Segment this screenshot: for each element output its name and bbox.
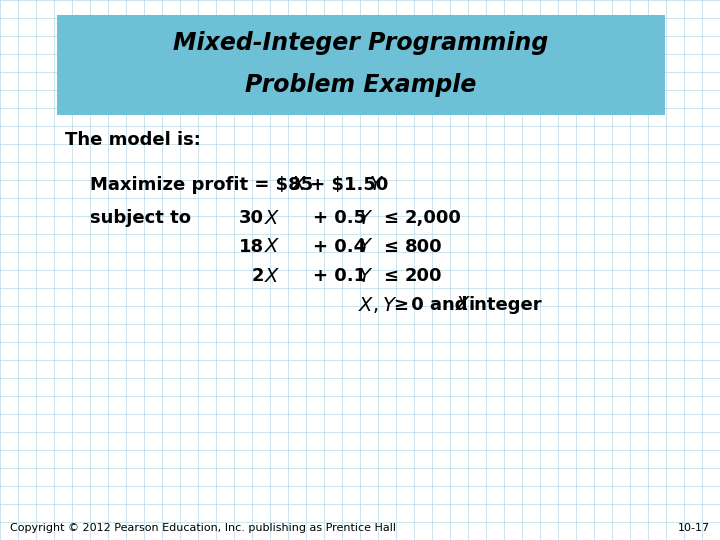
Text: $\mathit{X}$: $\mathit{X}$ (264, 238, 281, 256)
Text: integer: integer (468, 296, 541, 314)
Text: $\mathit{X}$: $\mathit{X}$ (264, 208, 281, 227)
Text: $\mathit{X}$: $\mathit{X}$ (455, 295, 472, 314)
Text: $\mathit{Y}$: $\mathit{Y}$ (358, 267, 373, 286)
Text: 30: 30 (239, 209, 264, 227)
Text: 2: 2 (251, 267, 264, 285)
Text: + 0.5: + 0.5 (313, 209, 366, 227)
Text: + $1.50: + $1.50 (304, 176, 388, 194)
Text: The model is:: The model is: (65, 131, 201, 149)
Text: Copyright © 2012 Pearson Education, Inc. publishing as Prentice Hall: Copyright © 2012 Pearson Education, Inc.… (10, 523, 396, 533)
Text: 200: 200 (405, 267, 443, 285)
Text: 800: 800 (405, 238, 443, 256)
Text: + 0.1: + 0.1 (313, 267, 366, 285)
Text: $\mathit{Y}$: $\mathit{Y}$ (358, 238, 373, 256)
Text: ≤: ≤ (383, 267, 398, 285)
Text: $\mathit{X}$: $\mathit{X}$ (264, 267, 281, 286)
Text: 2,000: 2,000 (405, 209, 462, 227)
Text: 10-17: 10-17 (678, 523, 710, 533)
Text: Problem Example: Problem Example (246, 73, 477, 97)
Text: ≤: ≤ (383, 209, 398, 227)
Text: Mixed-Integer Programming: Mixed-Integer Programming (174, 31, 549, 55)
Text: Maximize profit = $85: Maximize profit = $85 (90, 176, 313, 194)
Text: $\mathit{Y}$: $\mathit{Y}$ (369, 176, 384, 194)
Text: $\mathit{X}, \mathit{Y}$: $\mathit{X}, \mathit{Y}$ (358, 295, 397, 315)
Text: $\mathit{Y}$: $\mathit{Y}$ (358, 208, 373, 227)
Text: 0 and: 0 and (405, 296, 474, 314)
Text: + 0.4: + 0.4 (313, 238, 366, 256)
Bar (57, 15, 665, 115)
Text: $\mathit{X}$: $\mathit{X}$ (291, 176, 307, 194)
Text: 18: 18 (239, 238, 264, 256)
Text: ≥: ≥ (393, 296, 408, 314)
Text: ≤: ≤ (383, 238, 398, 256)
Text: subject to: subject to (90, 209, 191, 227)
